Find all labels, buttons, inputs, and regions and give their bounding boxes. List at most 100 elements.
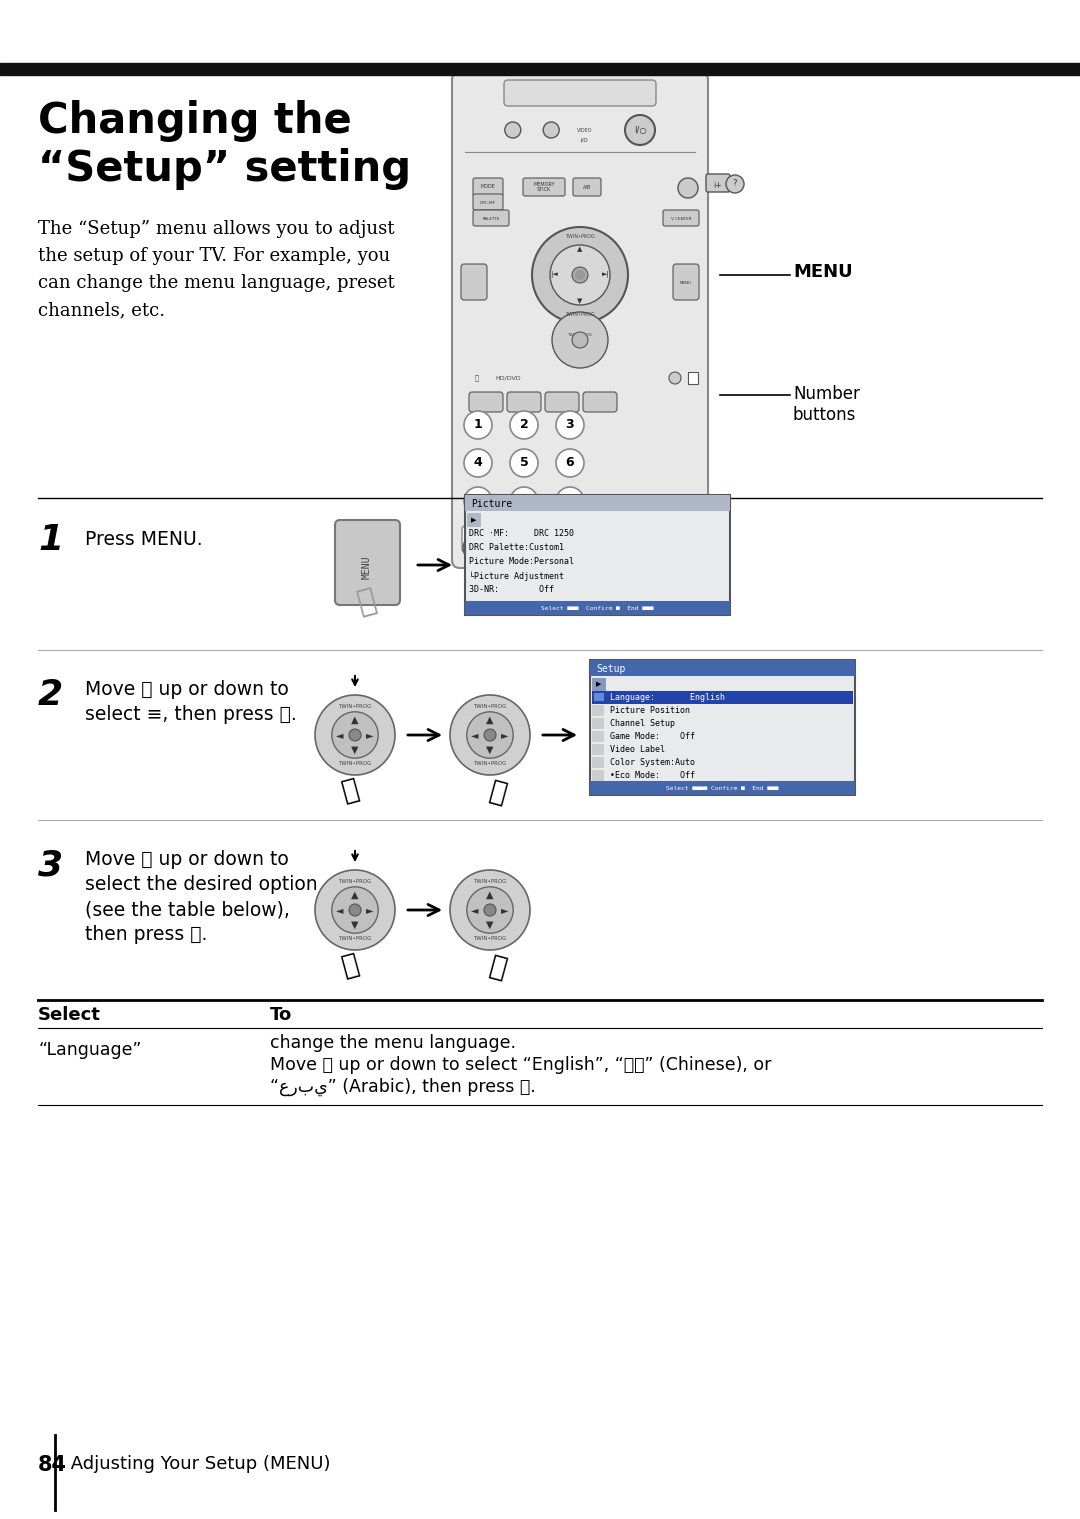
Bar — [592, 677, 606, 691]
FancyBboxPatch shape — [507, 392, 541, 412]
Text: ?: ? — [732, 179, 738, 188]
Text: ▲: ▲ — [578, 246, 583, 252]
Circle shape — [467, 712, 513, 758]
Text: Video Label: Video Label — [610, 744, 665, 753]
Text: Select: Select — [38, 1006, 100, 1024]
Circle shape — [556, 412, 584, 439]
Circle shape — [332, 887, 378, 933]
Text: select the desired option: select the desired option — [85, 875, 318, 895]
Circle shape — [450, 870, 530, 949]
Circle shape — [463, 536, 487, 561]
Bar — [688, 372, 698, 384]
Text: TWIN•PROG: TWIN•PROG — [565, 313, 595, 317]
FancyBboxPatch shape — [473, 178, 503, 196]
Text: 0: 0 — [522, 535, 527, 544]
Text: ►: ► — [501, 731, 509, 740]
Text: select ≡, then press ⓣ.: select ≡, then press ⓣ. — [85, 705, 297, 725]
Text: TWIN•PROG: TWIN•PROG — [473, 703, 507, 709]
FancyBboxPatch shape — [462, 526, 494, 551]
Text: Game Mode:    Off: Game Mode: Off — [610, 732, 696, 741]
Text: 1: 1 — [474, 419, 483, 431]
Text: ◄: ◄ — [336, 905, 343, 914]
Text: ▶: ▶ — [514, 545, 519, 551]
Text: TWIN•PROG: TWIN•PROG — [565, 234, 595, 240]
Text: 7: 7 — [474, 495, 483, 507]
Circle shape — [484, 729, 496, 741]
Text: Move ⓩ up or down to: Move ⓩ up or down to — [85, 851, 288, 869]
Text: ▼: ▼ — [486, 921, 494, 930]
Text: •Eco Mode:    Off: •Eco Mode: Off — [610, 772, 696, 779]
FancyBboxPatch shape — [573, 178, 600, 196]
Text: ◄: ◄ — [471, 905, 478, 914]
Text: ▼: ▼ — [351, 921, 359, 930]
Text: PALETTE: PALETTE — [483, 217, 500, 220]
Text: MENU: MENU — [793, 263, 852, 281]
Text: ►: ► — [366, 731, 374, 740]
Bar — [465, 602, 730, 615]
Text: ■■■: ■■■ — [591, 545, 611, 551]
Circle shape — [726, 175, 744, 193]
Circle shape — [669, 372, 681, 384]
Text: ▲: ▲ — [486, 715, 494, 725]
Circle shape — [349, 729, 361, 741]
Bar — [592, 691, 853, 703]
Text: └Picture Adjustment: └Picture Adjustment — [469, 571, 564, 580]
Text: 🖐: 🖐 — [338, 775, 362, 805]
Text: 6: 6 — [566, 457, 575, 469]
Circle shape — [510, 488, 538, 515]
Text: TWIN•PROG: TWIN•PROG — [338, 703, 372, 709]
FancyBboxPatch shape — [706, 175, 730, 191]
Text: ▼: ▼ — [578, 298, 583, 304]
Text: ◄: ◄ — [471, 731, 478, 740]
FancyBboxPatch shape — [663, 210, 699, 226]
Circle shape — [550, 245, 610, 305]
Text: 3: 3 — [38, 848, 63, 883]
Bar — [592, 770, 604, 781]
Text: MENU: MENU — [362, 556, 372, 579]
Text: Channel Setup: Channel Setup — [610, 718, 675, 728]
Text: “Language”: “Language” — [38, 1041, 141, 1059]
Bar — [592, 744, 604, 755]
Circle shape — [450, 696, 530, 775]
Text: Changing the: Changing the — [38, 100, 352, 141]
Circle shape — [546, 536, 571, 561]
FancyBboxPatch shape — [504, 81, 656, 106]
Circle shape — [556, 488, 584, 515]
Text: Move ⓩ up or down to: Move ⓩ up or down to — [85, 681, 288, 699]
Text: TWIN•PROG: TWIN•PROG — [473, 761, 507, 766]
Text: MODE: MODE — [481, 184, 496, 190]
Text: ◄: ◄ — [336, 731, 343, 740]
FancyBboxPatch shape — [473, 210, 509, 226]
Text: ▲: ▲ — [486, 890, 494, 899]
Text: “Setup” setting: “Setup” setting — [38, 147, 411, 190]
FancyBboxPatch shape — [508, 526, 540, 551]
FancyBboxPatch shape — [673, 264, 699, 299]
FancyBboxPatch shape — [469, 392, 503, 412]
FancyBboxPatch shape — [583, 392, 617, 412]
Circle shape — [510, 450, 538, 477]
Text: 9: 9 — [566, 495, 575, 507]
Text: Picture: Picture — [471, 500, 512, 509]
Circle shape — [552, 311, 608, 368]
Text: ▶: ▶ — [596, 682, 602, 688]
Text: |◄: |◄ — [550, 272, 558, 278]
Text: ►: ► — [501, 905, 509, 914]
FancyBboxPatch shape — [461, 264, 487, 299]
Circle shape — [575, 270, 585, 279]
Circle shape — [589, 536, 613, 561]
Text: Picture Mode:Personal: Picture Mode:Personal — [469, 557, 573, 567]
Text: MEMORY
STICK: MEMORY STICK — [534, 182, 555, 193]
Bar — [594, 693, 604, 700]
Bar — [592, 705, 604, 715]
Bar — [592, 718, 604, 729]
Text: Number
buttons: Number buttons — [793, 384, 860, 424]
Text: 2: 2 — [38, 677, 63, 712]
Circle shape — [504, 122, 521, 138]
Bar — [465, 495, 730, 510]
Text: HD/DVD: HD/DVD — [495, 375, 521, 380]
Circle shape — [464, 450, 492, 477]
Text: change the menu language.: change the menu language. — [270, 1034, 516, 1053]
Bar — [592, 731, 604, 741]
FancyBboxPatch shape — [545, 392, 579, 412]
Text: 4: 4 — [474, 457, 483, 469]
